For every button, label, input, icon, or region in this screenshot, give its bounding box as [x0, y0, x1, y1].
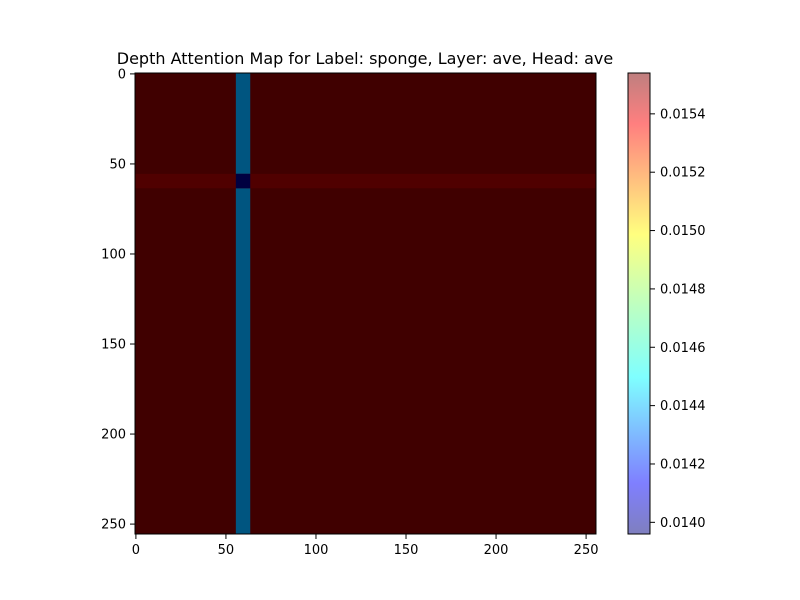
chart-title: Depth Attention Map for Label: sponge, L… — [117, 49, 613, 68]
colorbar-gradient — [627, 72, 651, 535]
y-tick-label: 150 — [101, 338, 126, 353]
x-tick-label: 100 — [304, 543, 329, 558]
x-axis: 0 50 100 150 200 250 — [132, 534, 599, 558]
heatmap-cell — [235, 173, 251, 189]
x-tick-label: 150 — [394, 543, 419, 558]
y-tick-label: 100 — [101, 247, 126, 262]
y-tick-label: 250 — [101, 518, 126, 533]
y-axis: 0 50 100 150 200 250 — [101, 67, 135, 533]
colorbar-tick-label: 0.0154 — [660, 107, 706, 122]
colorbar-tick-label: 0.0144 — [660, 399, 706, 414]
x-tick-label: 50 — [218, 543, 235, 558]
heatmap-column-band — [235, 73, 251, 534]
x-tick-label: 0 — [132, 543, 140, 558]
plot-frame — [134, 72, 597, 535]
colorbar-tick-label: 0.0148 — [660, 282, 706, 297]
colorbar-tick-label: 0.0142 — [660, 457, 706, 472]
heatmap-background — [135, 73, 596, 534]
heatmap-row-band — [135, 173, 596, 189]
colorbar-tick-label: 0.0140 — [660, 516, 706, 531]
heatmap — [135, 73, 596, 534]
colorbar-ticks: 0.0140 0.0142 0.0144 0.0146 0.0148 0.0150 0.01… — [650, 107, 706, 531]
x-tick-label: 250 — [574, 543, 599, 558]
colorbar: 0.0140 0.0142 0.0144 0.0146 0.0148 0.0150 0.01… — [627, 72, 706, 535]
y-tick-label: 0 — [118, 67, 126, 82]
colorbar-tick-label: 0.0146 — [660, 341, 706, 356]
x-tick-label: 200 — [484, 543, 509, 558]
y-tick-label: 50 — [109, 157, 126, 172]
colorbar-tick-label: 0.0150 — [660, 224, 706, 239]
colorbar-tick-label: 0.0152 — [660, 166, 706, 181]
y-tick-label: 200 — [101, 428, 126, 443]
